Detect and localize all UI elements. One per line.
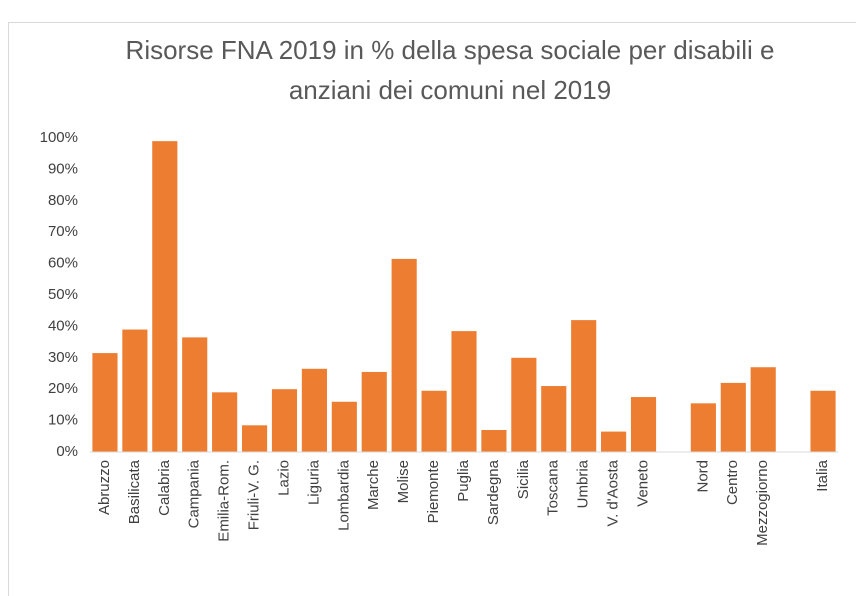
x-tick-label: Sicilia xyxy=(515,459,532,499)
bar xyxy=(361,371,387,452)
x-tick-label: Nord xyxy=(694,460,711,493)
bar xyxy=(541,386,567,452)
y-tick-label: 80% xyxy=(48,192,78,209)
bar xyxy=(212,392,238,452)
x-tick-label: Veneto xyxy=(634,460,651,507)
bar xyxy=(601,431,627,452)
bar xyxy=(421,390,447,452)
x-tick-label: Emilia-Rom. xyxy=(216,460,233,542)
x-tick-label: Mezzogiorno xyxy=(754,460,771,546)
bar xyxy=(630,397,657,452)
x-tick-label: Toscana xyxy=(545,459,562,516)
x-tick-label: Lombardia xyxy=(335,459,352,531)
x-tick-label: Basilicata xyxy=(126,459,143,524)
y-tick-label: 40% xyxy=(48,317,78,334)
x-tick-label: Piemonte xyxy=(425,460,442,523)
y-tick-label: 70% xyxy=(48,223,78,240)
x-tick-label: Puglia xyxy=(455,459,472,501)
chart-title: Risorse FNA 2019 in % della spesa social… xyxy=(125,35,775,105)
bar xyxy=(271,389,298,452)
y-tick-label: 30% xyxy=(48,349,78,366)
x-tick-label: V. d'Aosta xyxy=(605,459,622,526)
bar xyxy=(810,390,836,452)
bar xyxy=(241,425,268,452)
x-tick-label: Centro xyxy=(724,460,741,505)
x-tick-label: Italia xyxy=(814,459,831,491)
bar xyxy=(92,353,118,452)
y-tick-label: 90% xyxy=(48,160,78,177)
bar xyxy=(451,331,477,452)
x-tick-label: Abruzzo xyxy=(96,460,113,515)
x-tick-label: Marche xyxy=(365,460,382,510)
x-tick-label: Lazio xyxy=(275,460,292,496)
bar xyxy=(152,141,178,452)
x-tick-label: Calabria xyxy=(156,459,173,516)
bar xyxy=(391,258,417,452)
bar xyxy=(331,401,357,452)
x-tick-label: Molise xyxy=(395,460,412,503)
y-tick-label: 100% xyxy=(40,129,78,146)
bar xyxy=(122,329,148,452)
y-tick-label: 0% xyxy=(56,443,78,460)
y-tick-label: 60% xyxy=(48,255,78,272)
bar xyxy=(750,367,776,452)
x-tick-label: Sardegna xyxy=(485,459,502,525)
x-tick-label: Campania xyxy=(186,459,203,528)
x-tick-label: Liguria xyxy=(305,459,322,505)
bar xyxy=(571,320,597,452)
bar xyxy=(690,403,716,452)
bar xyxy=(720,382,746,452)
bar xyxy=(182,337,208,452)
y-tick-label: 50% xyxy=(48,286,78,303)
chart-frame xyxy=(8,22,856,596)
y-tick-label: 10% xyxy=(48,412,78,429)
x-tick-label: Friuli-V. G. xyxy=(246,460,263,530)
x-tick-label: Umbria xyxy=(575,459,592,508)
bar xyxy=(301,368,327,452)
y-tick-label: 20% xyxy=(48,380,78,397)
bar xyxy=(481,430,507,452)
bar xyxy=(511,357,537,452)
